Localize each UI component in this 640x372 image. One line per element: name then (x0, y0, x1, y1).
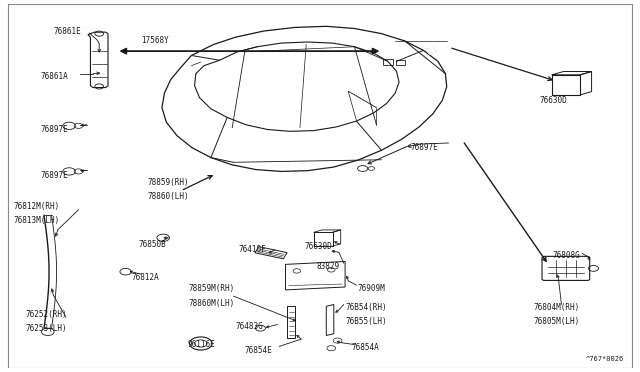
Text: 76909M: 76909M (358, 284, 385, 293)
Text: 76812A: 76812A (132, 273, 159, 282)
Text: 17568Y: 17568Y (141, 36, 169, 45)
Text: 96116E: 96116E (187, 340, 215, 349)
Text: 76897E: 76897E (41, 125, 68, 134)
Text: 76850B: 76850B (138, 240, 166, 249)
Text: 76630D: 76630D (305, 242, 332, 251)
Text: 76813M(LH): 76813M(LH) (14, 216, 60, 225)
Text: 76B55(LH): 76B55(LH) (345, 317, 387, 326)
Text: 76897E: 76897E (411, 143, 438, 152)
Text: 76410F: 76410F (239, 245, 266, 254)
Text: 76B54(RH): 76B54(RH) (345, 302, 387, 311)
Text: 78860M(LH): 78860M(LH) (188, 299, 234, 308)
Text: 76897E: 76897E (41, 171, 68, 180)
Bar (287, 305, 295, 339)
Text: 76253(LH): 76253(LH) (25, 324, 67, 333)
Text: 76861E: 76861E (54, 26, 81, 36)
Text: 76854E: 76854E (244, 346, 273, 355)
Text: 83829: 83829 (317, 262, 340, 271)
Text: 76861A: 76861A (41, 72, 68, 81)
Text: 76252(RH): 76252(RH) (25, 310, 67, 319)
Text: 78860(LH): 78860(LH) (148, 192, 189, 201)
Text: 78859(RH): 78859(RH) (148, 178, 189, 187)
Text: 76812M(RH): 76812M(RH) (14, 202, 60, 211)
Bar (396, 60, 404, 65)
Text: 78859M(RH): 78859M(RH) (188, 284, 234, 293)
Text: ^767*0026: ^767*0026 (586, 356, 624, 362)
Text: 76483G: 76483G (236, 322, 263, 331)
Text: 76808G: 76808G (552, 251, 580, 260)
Text: 76805M(LH): 76805M(LH) (533, 317, 579, 326)
Polygon shape (426, 48, 436, 54)
Bar (383, 59, 393, 65)
Text: 76804M(RH): 76804M(RH) (533, 302, 579, 311)
Text: 76630D: 76630D (540, 96, 567, 105)
Text: 76854A: 76854A (351, 343, 379, 352)
